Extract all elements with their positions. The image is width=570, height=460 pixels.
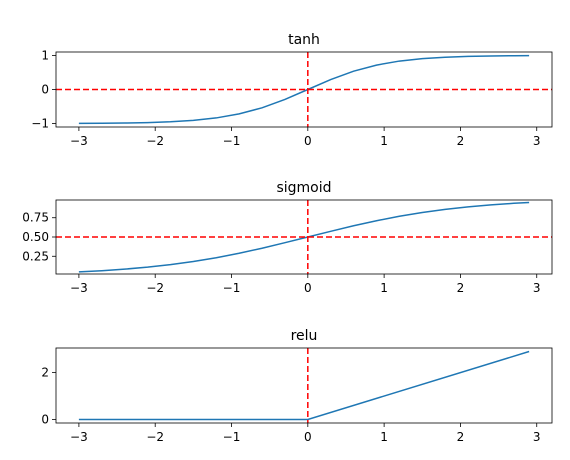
x-tick-label: −1: [223, 134, 241, 148]
x-tick-label: −1: [223, 281, 241, 295]
x-tick-label: 3: [533, 430, 541, 444]
x-tick-label: 1: [380, 281, 388, 295]
subplot-title: relu: [291, 328, 318, 344]
y-tick-label: 2: [41, 366, 49, 380]
y-tick-label: 0.75: [22, 211, 49, 225]
y-tick-label: 0: [41, 412, 49, 426]
subplot-relu: relu −3 −2 −1 0 1 2 3 0 2: [41, 328, 553, 444]
x-tick-label: 2: [457, 430, 465, 444]
axes-frame: [55, 347, 553, 424]
series-line-relu: [78, 350, 530, 421]
x-tick-label: −2: [146, 430, 164, 444]
x-tick-label: 1: [380, 430, 388, 444]
x-tick-label: 2: [457, 134, 465, 148]
subplot-title: tanh: [288, 32, 320, 48]
x-tick-label: −3: [70, 430, 88, 444]
x-tick-label: −2: [146, 281, 164, 295]
x-tick-label: −1: [223, 430, 241, 444]
subplot-tanh: tanh −3 −2 −1 0 1 2 3 −1 0 1: [31, 32, 553, 148]
subplot-sigmoid: sigmoid −3 −2 −1 0 1 2 3 0.25 0.50 0.75: [22, 180, 553, 295]
x-tick-label: −2: [146, 134, 164, 148]
x-tick-label: −3: [70, 281, 88, 295]
y-tick-label: 0.50: [22, 230, 49, 244]
x-tick-label: −3: [70, 134, 88, 148]
x-tick-label: 0: [304, 430, 312, 444]
x-tick-label: 3: [533, 281, 541, 295]
x-tick-label: 3: [533, 134, 541, 148]
subplot-title: sigmoid: [276, 180, 331, 196]
x-tick-label: 0: [304, 134, 312, 148]
y-tick-label: 0.25: [22, 249, 49, 263]
x-tick-label: 0: [304, 281, 312, 295]
y-tick-label: −1: [31, 117, 49, 131]
x-tick-label: 1: [380, 134, 388, 148]
y-tick-label: 1: [41, 48, 49, 62]
y-tick-label: 0: [41, 83, 49, 97]
x-tick-label: 2: [457, 281, 465, 295]
